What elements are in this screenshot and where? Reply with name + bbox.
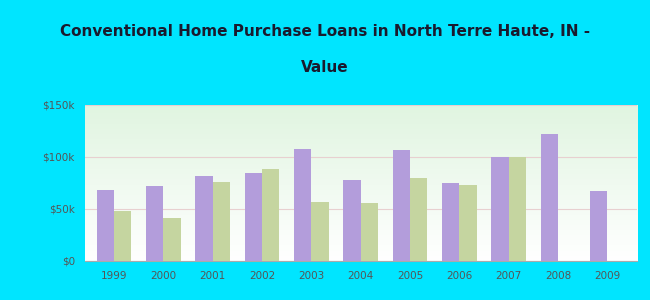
Bar — [393, 150, 410, 261]
Bar — [491, 157, 509, 261]
Bar — [509, 157, 526, 261]
Text: Value: Value — [301, 60, 349, 75]
Bar — [541, 134, 558, 261]
Bar — [262, 169, 279, 261]
Text: Conventional Home Purchase Loans in North Terre Haute, IN -: Conventional Home Purchase Loans in Nort… — [60, 24, 590, 39]
Bar — [245, 172, 262, 261]
Bar — [410, 178, 427, 261]
Bar — [311, 202, 329, 261]
Bar — [163, 218, 181, 261]
Bar — [146, 186, 163, 261]
Bar — [294, 149, 311, 261]
Bar — [97, 190, 114, 261]
Bar — [460, 185, 476, 261]
Bar — [590, 191, 607, 261]
Bar — [114, 211, 131, 261]
Bar — [361, 203, 378, 261]
Bar — [442, 183, 460, 261]
Bar — [196, 176, 213, 261]
Bar — [343, 180, 361, 261]
Bar — [213, 182, 230, 261]
